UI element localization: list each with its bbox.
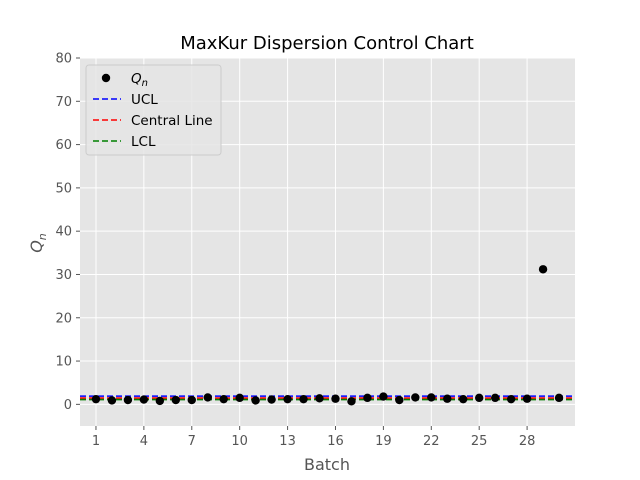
data-point	[347, 397, 356, 406]
data-point	[474, 393, 484, 403]
data-point	[538, 265, 548, 274]
legend-central-label: Central Line	[131, 113, 213, 129]
legend: Qn UCL Central Line LCL	[85, 64, 222, 156]
data-point	[171, 395, 181, 405]
legend-qn-marker	[101, 73, 111, 83]
data-point	[395, 395, 404, 405]
x-axis-ticks: 1 4 7 10 13 16 19 22 25 28	[92, 426, 536, 449]
chart-title: MaxKur Dispersion Control Chart	[180, 33, 474, 54]
data-point	[283, 394, 292, 404]
data-point	[459, 394, 468, 404]
data-points	[91, 265, 564, 406]
data-point	[554, 393, 564, 403]
y-tick-label: 60	[55, 138, 72, 153]
x-tick-label: 22	[423, 434, 440, 449]
data-point	[219, 394, 228, 404]
data-point	[363, 393, 372, 403]
data-point	[123, 395, 133, 405]
data-point	[522, 394, 532, 403]
data-point	[139, 395, 149, 404]
data-point	[155, 396, 165, 406]
y-axis-label: Qn	[27, 233, 49, 253]
data-point	[331, 394, 340, 403]
x-tick-label: 25	[471, 434, 488, 449]
y-axis-label-subscript: n	[36, 233, 49, 240]
data-point	[379, 392, 388, 401]
x-axis-label: Batch	[304, 455, 350, 474]
data-point	[91, 394, 101, 404]
legend-box	[85, 64, 222, 156]
y-axis-ticks: 0 10 20 30 40 50 60 70 80	[55, 52, 80, 413]
data-point	[235, 393, 244, 403]
y-tick-label: 0	[64, 398, 72, 413]
data-point	[443, 394, 452, 403]
legend-ucl-label: UCL	[131, 92, 158, 108]
legend-qn-label-main: Q	[131, 71, 142, 87]
y-axis-label-main: Q	[27, 240, 46, 253]
y-tick-label: 30	[55, 268, 72, 283]
x-tick-label: 13	[279, 434, 296, 449]
y-tick-label: 80	[55, 52, 72, 67]
x-tick-label: 16	[327, 434, 344, 449]
data-point	[187, 395, 196, 405]
x-tick-label: 7	[188, 434, 196, 449]
y-tick-label: 40	[55, 225, 72, 240]
x-tick-label: 19	[375, 434, 392, 449]
data-point	[267, 395, 276, 404]
data-point	[411, 393, 420, 402]
x-tick-label: 28	[519, 434, 536, 449]
legend-lcl-label: LCL	[131, 134, 156, 150]
data-point	[490, 393, 500, 403]
data-point	[506, 394, 516, 404]
data-point	[203, 393, 212, 402]
data-point	[427, 393, 436, 402]
data-point	[299, 394, 308, 404]
y-tick-label: 70	[55, 95, 72, 110]
legend-qn-label: Qn	[131, 71, 148, 89]
y-tick-label: 20	[55, 311, 72, 326]
x-tick-label: 10	[231, 434, 248, 449]
x-tick-label: 4	[140, 434, 148, 449]
legend-qn-label-subscript: n	[142, 78, 148, 89]
y-tick-label: 10	[55, 355, 72, 370]
grid	[80, 57, 575, 426]
data-point	[107, 396, 117, 405]
data-point	[251, 396, 260, 405]
y-tick-label: 50	[55, 181, 72, 196]
x-tick-label: 1	[92, 434, 100, 449]
data-point	[315, 394, 324, 403]
